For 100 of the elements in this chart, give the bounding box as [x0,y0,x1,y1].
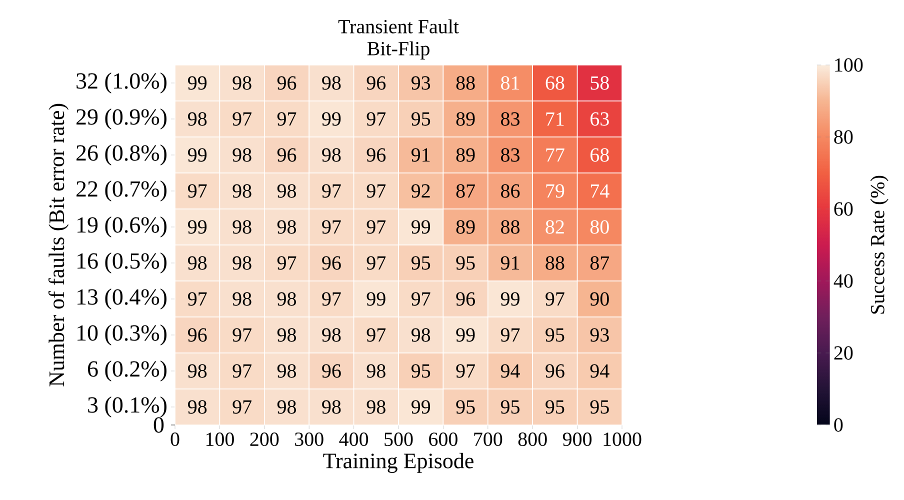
data-label: 99 [412,220,430,234]
data-label: 97 [366,112,386,126]
data-label: 95 [456,400,475,414]
data-label: 99 [412,400,430,414]
data-label: 94 [590,364,610,378]
x-tick-label: 700 [474,432,502,446]
data-label: 93 [590,328,609,342]
data-label: 98 [188,364,207,378]
data-label: 97 [456,364,475,378]
data-label: 98 [412,328,430,342]
data-label: 88 [501,220,520,234]
data-label: 86 [501,184,520,198]
data-label: 97 [366,184,386,198]
y-tick-label: 13 (0.4%) [78,288,166,310]
data-label: 99 [188,220,207,234]
y-tick-label: 29 (0.9%) [76,108,166,130]
data-label: 95 [412,256,430,270]
y-tick-label: 32 (1.0%) [76,72,166,94]
data-label: 97 [366,328,386,342]
data-label: 95 [546,328,564,342]
data-label: 97 [232,112,252,126]
x-tick-label: 0 [170,432,180,446]
data-label: 98 [366,400,386,414]
data-label: 90 [590,292,609,306]
data-label: 96 [366,76,386,90]
data-label: 98 [277,184,296,198]
x-axis-title: Training Episode [323,452,474,473]
y-tick-label: 22 (0.7%) [76,180,166,202]
data-label: 98 [188,256,207,270]
data-label: 96 [322,256,341,270]
color-bar-label: 60 [834,202,853,216]
y-tick-label: 19 (0.6%) [78,216,166,238]
data-label: 98 [232,220,252,234]
color-bar-label: 20 [834,346,853,360]
data-label: 96 [322,364,341,378]
data-label: 98 [188,400,207,414]
data-label: 99 [456,328,475,342]
data-label: 80 [590,220,609,234]
color-bar-title: Success Rate (%) [870,176,888,314]
data-label: 97 [500,328,520,342]
data-label: 99 [322,112,341,126]
data-label: 71 [546,112,564,126]
y-tick-label: 16 (0.5%) [78,252,166,274]
x-tick-label: 500 [384,432,413,446]
data-label: 91 [412,148,430,162]
data-label: 74 [590,184,610,198]
data-label: 98 [277,400,296,414]
y-tick-label: 10 (0.3%) [78,324,166,346]
data-label: 58 [590,76,609,90]
chart-title: Transient Fault [338,19,459,34]
y-tick-label: 3 (0.1%) [88,396,166,418]
data-label: 95 [546,400,564,414]
data-label: 98 [232,292,252,306]
data-label: 92 [412,184,430,198]
data-label: 77 [546,148,564,162]
data-label: 98 [277,220,296,234]
data-label: 97 [366,220,386,234]
data-label: 97 [188,184,207,198]
text: 0 [154,417,164,433]
data-label: 96 [188,328,207,342]
x-tick-label: 200 [250,432,279,446]
data-label: 98 [188,112,207,126]
data-label: 97 [322,184,341,198]
data-label: 96 [277,76,296,90]
data-label: 96 [456,292,475,306]
data-label: 97 [412,292,430,306]
data-label: 91 [500,256,520,270]
data-label: 98 [366,364,386,378]
data-label: 95 [412,364,430,378]
data-label: 83 [501,112,520,126]
data-label: 82 [546,220,564,234]
x-tick-label: 1000 [604,432,642,446]
data-label: 87 [590,256,610,270]
data-label: 97 [322,292,341,306]
data-label: 98 [277,292,296,306]
data-label: 68 [590,148,609,162]
data-label: 97 [366,256,386,270]
data-label: 97 [188,292,207,306]
data-label: 79 [546,184,564,198]
data-label: 95 [412,112,430,126]
data-label: 95 [590,400,609,414]
data-label: 98 [322,328,341,342]
data-label: 98 [322,76,341,90]
data-label: 96 [546,364,564,378]
data-label: 94 [500,364,520,378]
x-tick-label: 800 [518,432,547,446]
data-label: 98 [232,148,252,162]
data-label: 88 [546,256,564,270]
data-label: 81 [501,76,520,90]
data-label: 96 [366,148,386,162]
data-label: 63 [590,112,609,126]
data-label: 97 [322,220,341,234]
color-bar-label: 80 [834,130,853,144]
x-tick-label: 100 [206,432,234,446]
y-axis-title: Number of faults (Bit error rate) [48,104,69,386]
data-label: 97 [277,112,296,126]
data-label: 97 [277,256,296,270]
x-tick-label: 400 [339,432,368,446]
data-label: 97 [232,328,252,342]
color-bar-label: 0 [834,418,843,432]
